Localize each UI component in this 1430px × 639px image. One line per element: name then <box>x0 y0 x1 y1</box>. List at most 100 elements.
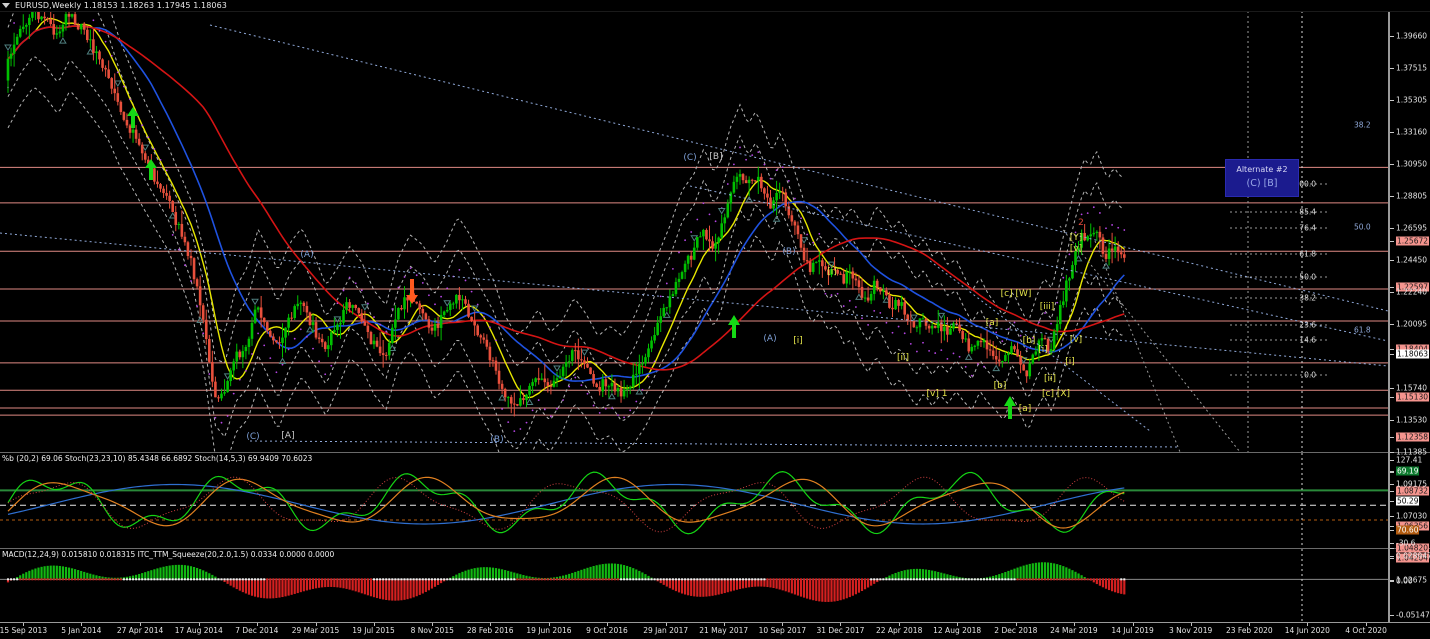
wave-label: [b] <box>1023 336 1036 346</box>
axis-tick <box>1390 556 1394 557</box>
fib-level-label: 23.6 <box>1262 321 1316 330</box>
date-label: 24 Mar 2019 <box>1050 626 1098 635</box>
wave-label: (B) <box>782 247 795 257</box>
axis-tick <box>1390 526 1394 527</box>
date-label: 19 Jul 2015 <box>352 626 394 635</box>
wave-label: [i] <box>793 336 803 346</box>
wave-label: [c] [X] <box>1042 389 1070 399</box>
current-price-label: 50.29 <box>1396 497 1419 506</box>
wave-label: [iii] <box>1040 302 1055 312</box>
axis-tick <box>1390 68 1394 69</box>
sell-signal-arrow-icon <box>405 279 419 309</box>
indicator-value-label: 70.60 <box>1396 526 1419 535</box>
date-label: 3 Nov 2019 <box>1169 626 1212 635</box>
axis-tick <box>1390 460 1394 461</box>
wave-label: [v] 1 <box>927 389 948 399</box>
wave-label: [Y] <box>1070 233 1083 243</box>
axis-tick <box>1390 484 1394 485</box>
axis-price-label: 1.24450 <box>1396 256 1427 265</box>
axis-tick <box>1390 581 1394 582</box>
axis-price-label: -30.6 <box>1396 539 1415 548</box>
axis-price-label: 1.15740 <box>1396 384 1427 393</box>
axis-price-label: 1.35305 <box>1396 96 1427 105</box>
date-label: 5 Jan 2014 <box>61 626 101 635</box>
axis-tick <box>1390 397 1394 398</box>
axis-price-label: 1.07030 <box>1396 512 1427 521</box>
axis-tick <box>1390 472 1394 473</box>
axis-tick <box>1390 420 1394 421</box>
axis-price-label: 1.28805 <box>1396 192 1427 201</box>
buy-signal-arrow-icon-3 <box>727 315 741 343</box>
axis-tick <box>1390 228 1394 229</box>
macd-pane[interactable]: MACD(12,24,9) 0.015810 0.018315 ITC_TTM_… <box>0 548 1388 623</box>
axis-price-label: 1.25672 <box>1396 237 1429 246</box>
axis-tick <box>1390 437 1394 438</box>
chevron-down-icon[interactable] <box>2 3 10 8</box>
axis-tick <box>1390 530 1394 531</box>
date-label: 12 Aug 2018 <box>933 626 981 635</box>
wave-label: 2 <box>1078 218 1084 228</box>
wave-label: [b] <box>994 381 1007 391</box>
wave-label: [a] <box>986 318 999 328</box>
axis-tick <box>1390 164 1394 165</box>
chart-title-bar: EURUSD,Weekly 1.18153 1.18263 1.17945 1.… <box>0 0 1430 12</box>
date-label: 23 Feb 2020 <box>1226 626 1273 635</box>
axis-price-label: 1.33160 <box>1396 128 1427 137</box>
wave-label: [i] <box>1065 357 1075 367</box>
wave-label: [B] <box>709 152 722 162</box>
wave-label: [v] <box>1070 335 1082 345</box>
wave-label: (A) <box>300 250 313 260</box>
axis-price-label: 1.39660 <box>1396 32 1427 41</box>
axis-tick <box>1390 241 1394 242</box>
date-label: 4 Oct 2020 <box>1345 626 1387 635</box>
stochastic-plot <box>0 453 1388 549</box>
wave-label: [a] <box>1019 404 1032 414</box>
buy-signal-arrow-icon-4 <box>1003 396 1017 424</box>
price-pane[interactable]: (A)(C)[A](B)(C)[B](B)[i](A)[i][ii][v] 1[… <box>0 11 1388 452</box>
axis-price-label: 1.22240 <box>1396 288 1427 297</box>
fib-level-label: 76.4 <box>1262 224 1316 233</box>
axis-price-label: 1.20095 <box>1396 320 1427 329</box>
axis-tick <box>1390 558 1394 559</box>
axis-tick <box>1390 324 1394 325</box>
axis-tick <box>1390 100 1394 101</box>
price-axis[interactable]: 1.39660 1.37515 1.35305 1.33160 1.30950 1.288… <box>1388 11 1430 622</box>
axis-price-label: 1.30950 <box>1396 160 1427 169</box>
date-label: 14 Jun 2020 <box>1285 626 1330 635</box>
date-label: 8 Nov 2015 <box>411 626 454 635</box>
axis-price-label: -0.051476 <box>1396 611 1430 620</box>
wave-label: [i] <box>1038 345 1048 355</box>
buy-signal-arrow-icon-2 <box>144 159 158 185</box>
date-label: 15 Sep 2013 <box>0 626 47 635</box>
axis-tick <box>1390 292 1394 293</box>
date-label: 27 Apr 2014 <box>117 626 163 635</box>
fib-level-label: 0.0 <box>1262 371 1316 380</box>
fib-level-label: 85.4 <box>1262 208 1316 217</box>
macd-plot <box>0 549 1388 623</box>
date-label: 19 Jun 2016 <box>526 626 571 635</box>
fib-side-label: 50.0 <box>1354 223 1371 232</box>
axis-tick <box>1390 132 1394 133</box>
fib-side-label: 38.2 <box>1354 121 1371 130</box>
fib-level-label: 61.8 <box>1262 250 1316 259</box>
wave-label: [i] <box>827 267 837 277</box>
date-label: 29 Jan 2017 <box>643 626 688 635</box>
axis-tick <box>1390 260 1394 261</box>
date-label: 7 Dec 2014 <box>235 626 278 635</box>
axis-price-label: 1.26595 <box>1396 224 1427 233</box>
fib-side-label: 61.8 <box>1354 326 1371 335</box>
date-label: 31 Dec 2017 <box>816 626 864 635</box>
date-label: 10 Sep 2017 <box>759 626 807 635</box>
date-label: 29 Mar 2015 <box>292 626 340 635</box>
axis-price-label: 1.37515 <box>1396 64 1427 73</box>
symbol-ohlc-label: EURUSD,Weekly 1.18153 1.18263 1.17945 1.… <box>15 1 227 10</box>
axis-price-label: 1.08732 <box>1396 487 1429 496</box>
stochastic-pane[interactable]: %b (20,2) 69.06 Stoch(23,23,10) 85.4348 … <box>0 452 1388 549</box>
date-label: 21 May 2017 <box>699 626 748 635</box>
axis-tick <box>1390 516 1394 517</box>
alternate-scenario-box[interactable]: Alternate #2 (C) [B] <box>1225 159 1299 197</box>
fib-level-label: 14.6 <box>1262 336 1316 345</box>
date-label: 14 Jul 2019 <box>1111 626 1153 635</box>
axis-tick <box>1390 501 1394 502</box>
